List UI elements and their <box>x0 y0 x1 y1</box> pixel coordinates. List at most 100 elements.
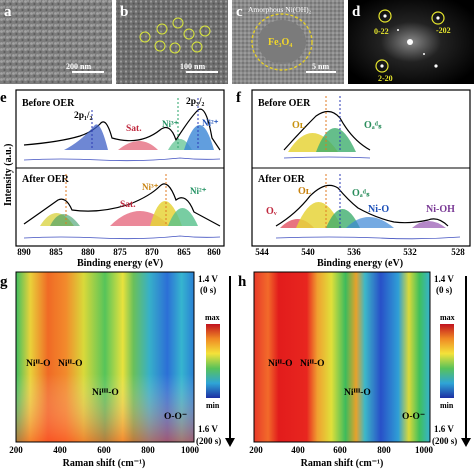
g-bottom-time: (200 s) <box>196 436 221 446</box>
g-ann-4: O-O⁻ <box>164 412 187 422</box>
e-top-peak-2p12 <box>64 124 108 150</box>
sem-image-a <box>0 0 112 84</box>
sem-image-b <box>116 0 228 84</box>
f-bottom-peak-nioh <box>412 221 446 228</box>
h-bottom-voltage: 1.6 V <box>434 424 454 434</box>
g-x-ticks: 200 400 600 800 1000 <box>9 445 199 455</box>
h-x-ticks: 200 400 600 800 1000 <box>249 445 433 455</box>
panel-d: d 0-22 -202 2-20 <box>348 0 474 84</box>
scale-label-c: 5 nm <box>312 62 329 71</box>
e-top-label-sat: Sat. <box>126 124 142 134</box>
f-xlabel: Binding energy (eV) <box>317 258 403 269</box>
spot-label-2: -202 <box>436 26 451 35</box>
f-bottom-fit <box>275 184 449 227</box>
g-tick-2: 600 <box>97 445 111 455</box>
e-top-label-ni3: Ni³⁺ <box>162 119 179 129</box>
h-ann-1: Niᴵᴵ-O <box>268 359 293 369</box>
panel-b-label: b <box>120 4 128 20</box>
core-label: Fe₃O₄ <box>268 37 292 48</box>
panel-e-label: e <box>0 90 7 106</box>
e-bottom-label-ni2: Ni²⁺ <box>190 186 207 196</box>
f-bottom-residual <box>275 236 461 240</box>
f-top-label-oads: Oₐᵈₛ <box>364 120 382 131</box>
e-top-label-ni2: Ni²⁺ <box>202 118 219 128</box>
f-bottom-title: After OER <box>258 174 306 185</box>
e-bottom-residual <box>23 235 221 240</box>
phase-label: Amorphous Ni(OH)₂ <box>248 5 312 14</box>
f-bottom-label-ol: Oʟ <box>298 186 311 197</box>
e-label-2p32: 2p₃/₂ <box>186 97 205 107</box>
shell-outline <box>251 13 313 71</box>
g-ann-3: Niᴵᴵᴵ-O <box>92 388 119 398</box>
g-ann-2: Niᴵᴵ-O <box>58 359 83 369</box>
f-tick-3: 532 <box>403 247 417 257</box>
map-frame-g <box>15 271 195 443</box>
e-xlabel: Binding energy (eV) <box>77 258 163 269</box>
spot-label-1: 0-22 <box>374 27 389 36</box>
panel-a-label: a <box>4 4 12 20</box>
g-tick-0: 200 <box>9 445 23 455</box>
g-xlabel: Raman shift (cm⁻¹) <box>63 458 146 469</box>
h-tick-2: 600 <box>333 445 347 455</box>
e-bottom-title: After OER <box>22 174 70 185</box>
panel-g-label: g <box>0 274 8 290</box>
panel-f-label: f <box>236 90 242 106</box>
e-tick-2: 880 <box>81 247 95 257</box>
fft-center <box>407 39 413 45</box>
h-bottom-time: (200 s) <box>432 436 457 446</box>
e-bottom-fit <box>23 183 221 227</box>
f-bottom-label-nio: Ni-O <box>368 204 389 215</box>
e-bottom-peak-ni2 <box>168 208 198 226</box>
h-arrow-head <box>461 438 471 447</box>
h-colorbar <box>440 324 454 398</box>
h-cb-min: min <box>440 401 454 410</box>
g-ann-1: Niᴵᴵ-O <box>26 359 51 369</box>
e-bottom-label-sat: Sat. <box>120 200 136 210</box>
h-xlabel: Raman shift (cm⁻¹) <box>301 458 384 469</box>
f-tick-2: 536 <box>347 247 361 257</box>
e-top-peak-sat <box>118 141 158 150</box>
g-tick-4: 1000 <box>181 445 200 455</box>
e-bottom-label-ni3: Ni³⁺ <box>142 182 159 192</box>
e-bottom-peak-b <box>50 214 80 226</box>
h-ann-3: Niᴵᴵᴵ-O <box>344 388 371 398</box>
panel-e: e Before OER 2p₁/₂ 2p₃/₂ Sat. Ni³⁺ Ni²⁺ … <box>0 89 225 269</box>
f-bottom-peak-nio <box>346 217 394 228</box>
f-top-peak-oads <box>316 128 356 152</box>
f-tick-1: 540 <box>301 247 315 257</box>
h-tick-1: 400 <box>291 445 305 455</box>
h-ann-2: Niᴵᴵ-O <box>300 359 325 369</box>
g-bottom-voltage: 1.6 V <box>198 424 218 434</box>
e-top-residual <box>23 157 221 162</box>
e-ylabel: Intensity (a.u.) <box>3 143 14 206</box>
f-top-fit <box>283 110 371 151</box>
panel-c: c Amorphous Ni(OH)₂ Fe₃O₄ 5 nm <box>232 0 344 84</box>
e-tick-5: 865 <box>177 247 191 257</box>
h-top-time: (0 s) <box>436 285 452 295</box>
e-tick-6: 860 <box>207 247 221 257</box>
spot-circles <box>375 9 445 73</box>
nanoparticle <box>258 20 306 64</box>
f-tick-4: 528 <box>451 247 465 257</box>
map-frame-h <box>253 271 431 443</box>
g-top-time: (0 s) <box>200 285 216 295</box>
spot-label-3: 2-20 <box>378 74 393 83</box>
f-bottom-label-oads: Oₐᵈₛ <box>352 188 370 199</box>
e-tick-0: 890 <box>17 247 31 257</box>
g-cb-min: min <box>206 401 220 410</box>
e-tick-3: 875 <box>113 247 127 257</box>
e-label-2p12: 2p₁/₂ <box>74 111 93 121</box>
g-tick-1: 400 <box>53 445 67 455</box>
panel-c-label: c <box>236 4 243 20</box>
panel-a: a 200 nm <box>0 0 112 84</box>
panel-f: f Before OER Oʟ Oₐᵈₛ After OER Oᵥ Oʟ Oₐᵈ… <box>236 89 471 269</box>
scale-label-a: 200 nm <box>66 62 91 71</box>
e-top-peak-ni2 <box>184 125 214 150</box>
e-top-title: Before OER <box>22 98 75 109</box>
raman-map-g-overlay <box>16 272 194 442</box>
f-bottom-label-nioh: Ni-OH <box>426 204 455 215</box>
g-arrow-head <box>225 438 235 447</box>
panel-b: b 100 nm <box>116 0 228 84</box>
panel-h-label: h <box>238 274 247 290</box>
panel-g: g Niᴵᴵ-O Niᴵᴵ-O Niᴵᴵᴵ-O O-O⁻ 1.4 V (0 s)… <box>0 271 235 469</box>
